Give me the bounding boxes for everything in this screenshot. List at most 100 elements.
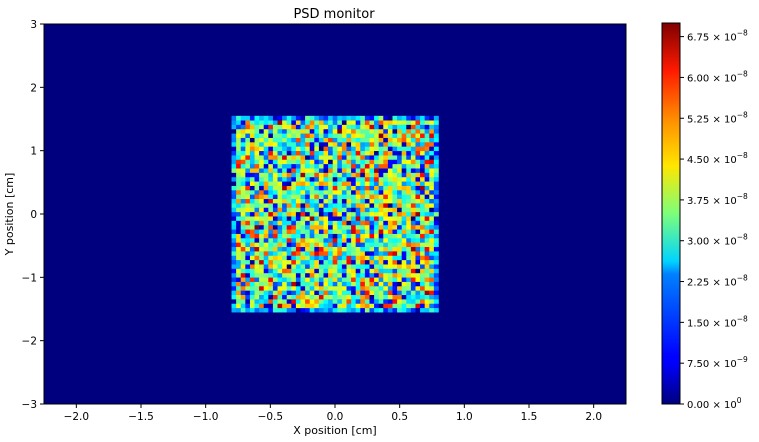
heatmap-cell [249,211,255,217]
heatmap-cell [305,294,311,300]
heatmap-cell [424,150,430,156]
heatmap-cell [305,194,311,200]
heatmap-cell [424,211,430,217]
heatmap-cell [282,294,288,300]
heatmap-cell [295,115,301,121]
heatmap-cell [277,194,283,200]
heatmap-cell [300,303,306,309]
heatmap-cell [272,285,278,291]
heatmap-cell [369,216,375,221]
heatmap-cell [300,115,306,121]
x-tick-label: 2.0 [585,411,602,423]
heatmap-cell [392,146,398,152]
heatmap-cell [378,198,384,204]
heatmap-cell [374,216,379,221]
heatmap-cell [282,115,288,121]
heatmap-cell [245,229,251,234]
heatmap-cell [259,220,265,226]
heatmap-cell [378,159,384,165]
heatmap-cell [291,238,297,243]
heatmap-cell [318,229,324,234]
heatmap-cell [300,268,306,274]
heatmap-cell [337,207,343,213]
heatmap-cell [346,146,352,152]
heatmap-cell [355,238,361,243]
heatmap-cell [286,251,292,256]
heatmap-cell [355,272,361,278]
heatmap-cell [360,137,366,143]
heatmap-cell [286,120,292,125]
heatmap-cell [332,211,338,217]
heatmap-cell [351,277,356,282]
heatmap-cell [424,198,430,204]
heatmap-cell [231,120,237,125]
heatmap-cell [286,294,292,300]
heatmap-cell [387,155,393,160]
heatmap-cell [254,268,260,274]
heatmap-cell [341,285,347,291]
heatmap-cell [406,124,412,130]
heatmap-cell [236,146,242,152]
heatmap-cell [424,203,430,208]
heatmap-cell [374,137,379,143]
heatmap-cell [259,203,265,208]
heatmap-cell [305,198,311,204]
heatmap-cell [300,272,306,278]
heatmap-cell [429,168,435,173]
heatmap-cell [346,190,352,195]
heatmap-cell [387,150,393,156]
heatmap-cell [351,159,356,165]
heatmap-cell [254,264,260,269]
heatmap-cell [291,307,297,313]
heatmap-cell [282,299,288,304]
heatmap-cell [286,220,292,226]
heatmap-cell [309,303,315,309]
heatmap-cell [240,181,246,186]
heatmap-cell [309,146,315,152]
heatmap-cell [383,290,389,296]
heatmap-cell [323,176,329,182]
heatmap-cell [300,124,306,130]
heatmap-cell [392,203,398,208]
colorbar-tick-label: 5.25 × 10−8 [687,110,748,125]
heatmap-cell [305,146,311,152]
heatmap-cell [351,172,356,178]
heatmap-cell [268,207,274,213]
heatmap-cell [355,242,361,248]
heatmap-cell [374,159,379,165]
heatmap-cell [277,264,283,269]
heatmap-cell [369,229,375,234]
heatmap-cell [263,207,269,213]
heatmap-cell [401,198,407,204]
heatmap-cell [318,303,324,309]
heatmap-cell [300,172,306,178]
heatmap-cell [259,233,265,239]
heatmap-cell [387,294,393,300]
heatmap-cell [355,207,361,213]
heatmap-cell [424,220,430,226]
heatmap-cell [374,133,379,138]
heatmap-cell [387,264,393,269]
heatmap-cell [291,198,297,204]
heatmap-cell [346,137,352,143]
heatmap-cell [323,281,329,287]
heatmap-cell [291,133,297,138]
heatmap-cell [337,120,343,125]
heatmap-cell [337,190,343,195]
heatmap-cell [249,307,255,313]
heatmap-cell [415,150,421,156]
heatmap-cell [268,137,274,143]
heatmap-cell [364,246,370,252]
heatmap-cell [406,142,412,147]
heatmap-cell [387,181,393,186]
heatmap-cell [355,246,361,252]
heatmap-cell [300,133,306,138]
heatmap-cell [420,303,425,309]
heatmap-cell [351,251,356,256]
heatmap-cell [410,272,416,278]
heatmap-cell [360,198,366,204]
heatmap-cell [420,285,425,291]
heatmap-cell [424,294,430,300]
heatmap-cell [268,190,274,195]
heatmap-cell [328,303,333,309]
